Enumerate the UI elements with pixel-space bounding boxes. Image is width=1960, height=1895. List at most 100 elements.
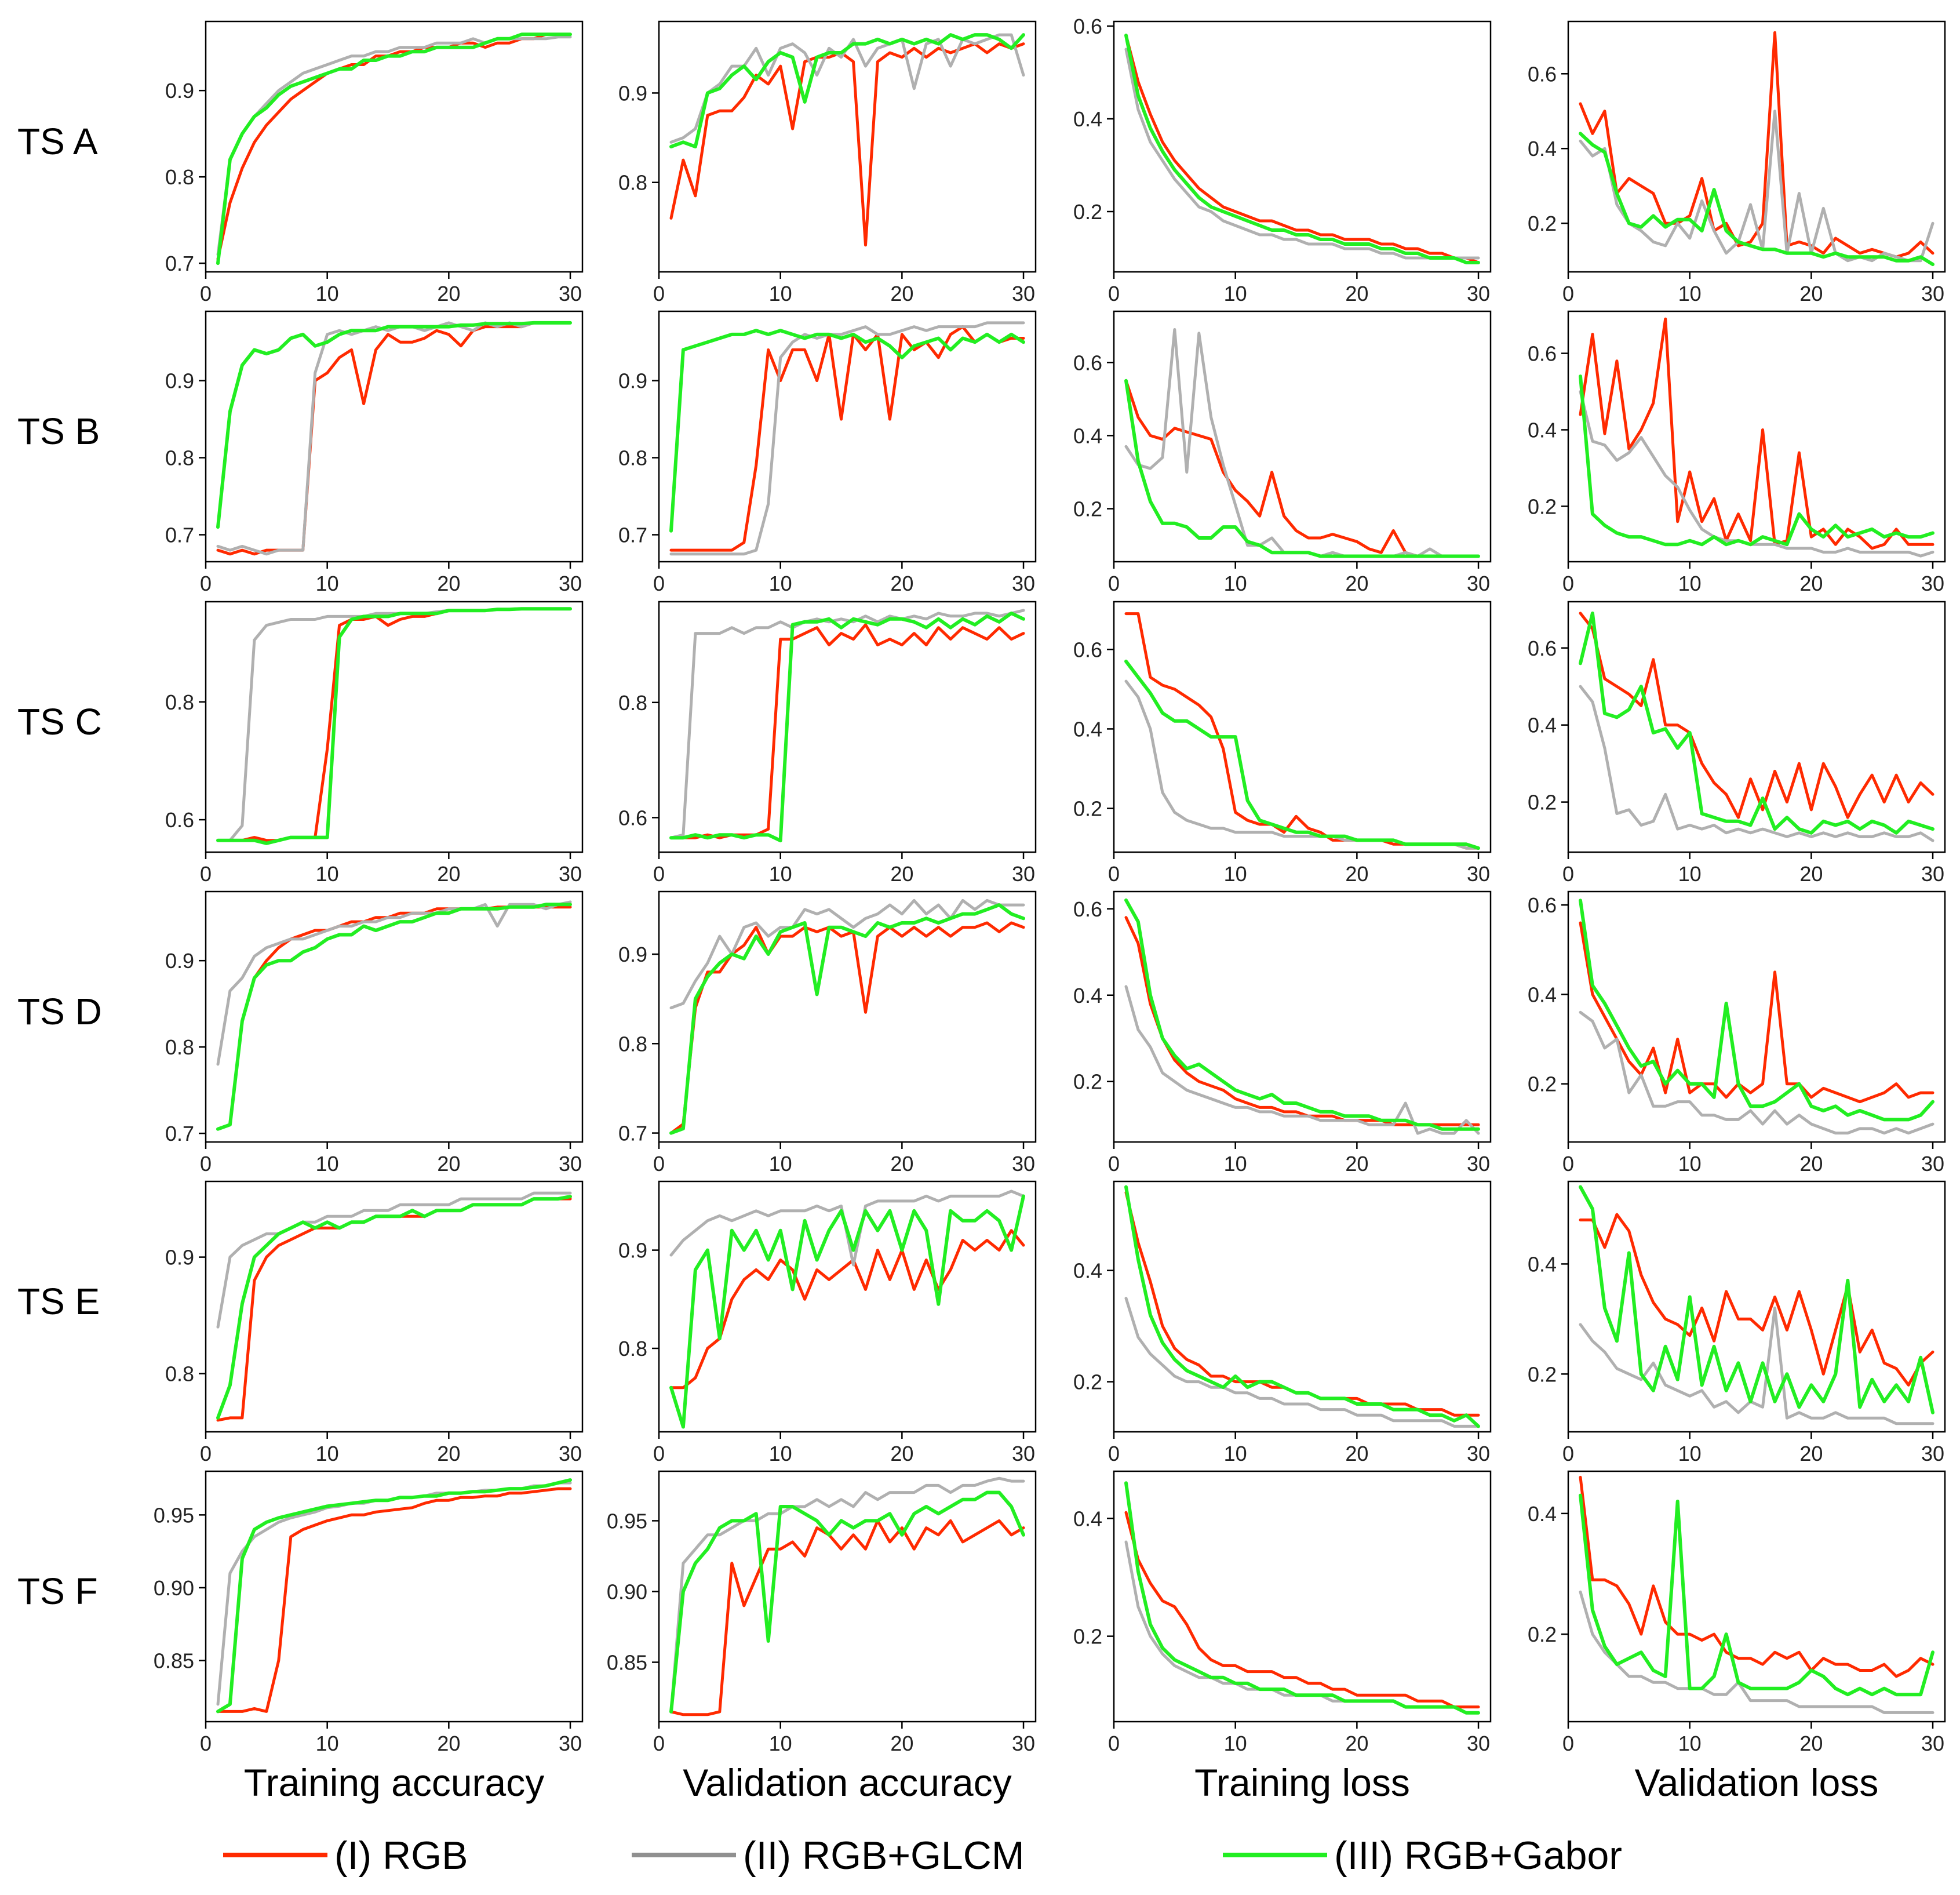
series-line-rgb [1579, 1475, 1935, 1678]
panel-frame [205, 1470, 584, 1723]
y-tick-label: 0.4 [1073, 1259, 1102, 1283]
y-tick-label: 0.4 [1073, 1507, 1102, 1530]
series-line-glcm [216, 607, 572, 842]
y-tick-label: 0.4 [1528, 983, 1557, 1006]
x-tick-label: 0 [653, 862, 665, 886]
panel-frame [1113, 20, 1492, 273]
series-line-gabor [1124, 379, 1480, 558]
series-line-glcm [1579, 390, 1935, 558]
series-line-gabor [216, 903, 572, 1131]
x-tick-label: 30 [1467, 1442, 1490, 1465]
panel-ts-a-validation-accuracy: 0 10 20 30 0.8 0.9 [618, 20, 1037, 305]
x-tick-label: 20 [1345, 572, 1368, 595]
x-tick-label: 30 [1012, 1152, 1035, 1176]
panel-ts-b-validation-loss: 0 10 20 30 0.2 0.4 0.6 [1528, 310, 1946, 595]
row-label-ts-c: TS C [17, 701, 102, 743]
x-tick-label: 20 [1345, 1152, 1368, 1176]
x-tick-label: 0 [200, 572, 212, 595]
y-tick-label: 0.85 [607, 1650, 647, 1674]
x-tick-label: 10 [1224, 862, 1247, 886]
y-tick-label: 0.6 [1528, 893, 1557, 917]
x-tick-label: 0 [1108, 1152, 1120, 1176]
x-tick-label: 20 [890, 1732, 913, 1755]
x-tick-label: 10 [316, 862, 339, 886]
x-tick-label: 10 [316, 1732, 339, 1755]
x-tick-label: 10 [1678, 282, 1702, 305]
row-label-ts-b: TS B [17, 410, 100, 452]
series-line-glcm [216, 35, 572, 256]
panel-ts-b-validation-accuracy: 0 10 20 30 0.7 0.8 0.9 [618, 310, 1037, 595]
y-tick-label: 0.7 [618, 1122, 647, 1145]
x-tick-label: 0 [200, 1152, 212, 1176]
series-line-rgb [1124, 34, 1480, 264]
x-tick-label: 0 [1108, 572, 1120, 595]
panel-ts-d-validation-loss: 0 10 20 30 0.2 0.4 0.6 [1528, 890, 1946, 1176]
x-tick-label: 10 [1224, 1152, 1247, 1176]
series-group [669, 899, 1025, 1135]
x-tick-label: 0 [1562, 1732, 1574, 1755]
x-tick-label: 20 [1799, 572, 1823, 595]
x-tick-label: 20 [1799, 282, 1823, 305]
panel-ts-f-validation-accuracy: 0 10 20 30 0.85 0.90 0.95 [607, 1470, 1037, 1755]
series-group [1579, 1185, 1935, 1425]
panel-frame [658, 1180, 1037, 1433]
series-line-gabor [216, 1195, 572, 1420]
y-tick-label: 0.7 [165, 1122, 194, 1145]
x-tick-label: 0 [200, 862, 212, 886]
x-tick-label: 30 [1921, 1442, 1944, 1465]
x-tick-label: 20 [890, 862, 913, 886]
panel-ts-a-training-loss: 0 10 20 30 0.2 0.4 0.6 [1073, 14, 1492, 305]
y-tick-label: 0.9 [618, 1239, 647, 1263]
x-tick-label: 30 [1921, 1152, 1944, 1176]
panel-frame [658, 1470, 1037, 1723]
series-line-glcm [1579, 110, 1935, 263]
y-tick-label: 0.8 [618, 1337, 647, 1361]
y-tick-label: 0.7 [618, 523, 647, 547]
y-tick-label: 0.6 [1073, 897, 1102, 921]
panel-frame [1113, 310, 1492, 563]
x-tick-label: 10 [769, 572, 792, 595]
y-tick-label: 0.2 [1528, 1072, 1557, 1096]
panel-ts-c-validation-accuracy: 0 10 20 30 0.6 0.8 [618, 601, 1037, 886]
y-tick-label: 0.6 [1528, 342, 1557, 366]
y-tick-label: 0.4 [1528, 137, 1557, 161]
panel-ts-e-validation-loss: 0 10 20 30 0.2 0.4 [1528, 1180, 1946, 1465]
x-tick-label: 30 [1921, 282, 1944, 305]
row-label-ts-d: TS D [17, 991, 102, 1032]
y-tick-label: 0.2 [1073, 1625, 1102, 1649]
y-tick-label: 0.9 [618, 369, 647, 393]
panel-ts-d-training-accuracy: 0 10 20 30 0.7 0.8 0.9 [165, 890, 584, 1176]
panel-frame [205, 1180, 584, 1433]
x-tick-label: 30 [1012, 1442, 1035, 1465]
x-tick-label: 20 [437, 572, 460, 595]
x-tick-label: 30 [1921, 862, 1944, 886]
series-group [1124, 328, 1480, 558]
y-tick-label: 0.6 [1528, 636, 1557, 660]
y-tick-label: 0.2 [1073, 497, 1102, 521]
panel-frame [658, 890, 1037, 1143]
x-tick-label: 10 [769, 282, 792, 305]
panel-grid: 0 10 20 300.70.80.90 10 20 300.80.90 10 20 300.20… [154, 14, 1946, 1755]
panel-ts-b-training-accuracy: 0 10 20 30 0.7 0.8 0.9 [165, 310, 584, 595]
x-tick-label: 30 [1467, 1152, 1490, 1176]
series-line-glcm [1124, 1297, 1480, 1428]
panel-frame [205, 310, 584, 563]
series-line-glcm [216, 1191, 572, 1329]
x-tick-label: 20 [437, 1442, 460, 1465]
x-tick-label: 10 [769, 1732, 792, 1755]
x-tick-label: 30 [1921, 1732, 1944, 1755]
y-tick-label: 0.9 [165, 369, 194, 393]
series-group [1579, 1475, 1935, 1714]
y-tick-label: 0.90 [154, 1576, 194, 1600]
y-tick-label: 0.90 [607, 1580, 647, 1603]
panel-ts-a-training-accuracy: 0 10 20 30 0.7 0.8 0.9 [165, 20, 584, 305]
series-line-rgb [216, 1197, 572, 1422]
y-tick-label: 0.8 [165, 690, 194, 714]
series-line-rgb [216, 32, 572, 261]
y-tick-label: 0.4 [1528, 714, 1557, 737]
series-line-gabor [1124, 898, 1480, 1131]
series-line-glcm [1579, 1306, 1935, 1425]
series-line-gabor [669, 1194, 1025, 1429]
y-tick-label: 0.2 [1073, 1370, 1102, 1394]
